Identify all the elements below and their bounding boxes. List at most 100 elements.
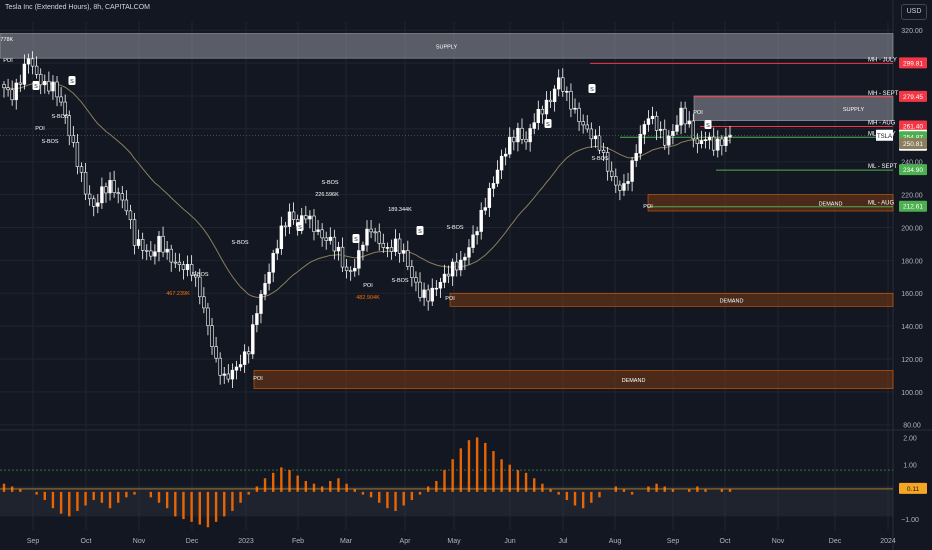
candle-body <box>699 140 704 144</box>
candle-body <box>430 287 434 302</box>
osc-bar <box>565 491 569 501</box>
supply-zone <box>693 95 894 121</box>
level-label: MH - AUG <box>868 121 896 127</box>
candle-body <box>112 180 116 193</box>
candle-body <box>426 289 430 302</box>
candle-body <box>181 264 186 270</box>
osc-bar <box>76 491 79 511</box>
osc-bar <box>157 491 161 503</box>
x-tick-label: Jul <box>559 538 568 545</box>
candle-body <box>402 250 406 254</box>
osc-bar <box>451 459 454 492</box>
candle-body <box>43 81 47 86</box>
annotation-label: S-BOS <box>446 225 463 231</box>
annotation-label: POI <box>693 110 703 116</box>
candle-body <box>100 186 104 204</box>
y-tick-label: 200.00 <box>901 225 923 232</box>
candle-body <box>663 128 667 146</box>
annotation-label: S <box>706 123 710 129</box>
candle-body <box>561 77 565 92</box>
candle-body <box>630 160 634 182</box>
candle-body <box>622 183 626 191</box>
osc-bar <box>231 491 234 511</box>
candle-body <box>442 273 447 283</box>
candle-body <box>406 250 410 267</box>
annotation-label: S-BOS <box>591 156 608 162</box>
osc-bar <box>239 491 242 503</box>
candle-body <box>26 58 31 65</box>
price-label: 261.40 <box>903 124 923 131</box>
candle-body <box>328 236 332 241</box>
candle-body <box>450 261 455 277</box>
candle-body <box>287 211 292 227</box>
annotation-label: 467.239K <box>166 291 190 297</box>
osc-bar <box>459 448 463 492</box>
osc-bar <box>214 491 218 522</box>
candle-body <box>320 229 324 239</box>
osc-bar <box>345 483 348 492</box>
annotation-label: S-BOS <box>51 114 68 120</box>
osc-bar <box>557 491 560 495</box>
annotation-label: POI <box>253 376 263 382</box>
osc-bar <box>223 491 226 517</box>
osc-bar <box>720 489 724 492</box>
structure-marker-bg <box>544 119 552 128</box>
demand-zone-label: DEMAND <box>819 201 843 207</box>
candle-body <box>381 243 386 248</box>
osc-y-tick-label: 1.00 <box>903 463 917 470</box>
candle-body <box>96 202 100 207</box>
osc-bar <box>630 491 634 495</box>
candle-body <box>132 219 137 246</box>
candle-body <box>389 247 394 252</box>
level-label: MH - SEPT <box>868 91 899 97</box>
candle-body <box>263 283 267 295</box>
annotation-label: S <box>298 225 302 231</box>
osc-bar <box>206 491 210 528</box>
candle-body <box>361 244 365 251</box>
y-tick-label: 160.00 <box>901 291 923 298</box>
candle-body <box>418 281 422 298</box>
x-tick-label: Sep <box>667 538 680 545</box>
price-label-bg <box>899 120 927 132</box>
candle-body <box>638 134 642 154</box>
osc-bar <box>92 491 95 501</box>
candle-body <box>169 248 173 263</box>
osc-bar <box>43 491 46 501</box>
annotation-label: POI <box>445 296 455 302</box>
candle-body <box>149 250 153 257</box>
annotation-label: S <box>546 122 550 128</box>
candle-body <box>720 138 724 146</box>
symbol-tag-bg <box>876 129 893 141</box>
candle-body <box>524 138 528 143</box>
candle-body <box>724 136 728 146</box>
structure-marker-bg <box>588 84 596 93</box>
osc-bar <box>435 481 438 492</box>
candle-body <box>22 63 27 85</box>
candle-body <box>516 127 520 143</box>
osc-bar <box>35 491 38 495</box>
candle-body <box>467 247 471 258</box>
candle-body <box>675 124 679 132</box>
x-tick-label: 2023 <box>238 538 254 545</box>
annotation-label: S <box>34 84 38 90</box>
candle-body <box>691 120 695 140</box>
x-tick-label: Dec <box>186 538 199 545</box>
annotation-label: POI <box>35 126 45 132</box>
candle-body <box>2 84 6 89</box>
candle-body <box>283 225 288 228</box>
candle-body <box>271 252 275 273</box>
candle-body <box>251 324 255 355</box>
candle-body <box>353 267 357 272</box>
candle-body <box>520 127 524 140</box>
osc-bar <box>655 483 658 492</box>
candle-body <box>597 135 602 151</box>
currency-button[interactable]: USD <box>901 4 927 20</box>
candle-body <box>528 128 532 143</box>
candle-body <box>475 231 479 236</box>
candle-body <box>703 139 708 141</box>
osc-bar <box>190 491 193 522</box>
annotation-label: S-BOS <box>231 240 248 246</box>
annotation-label: S <box>354 237 358 243</box>
candle-body <box>365 228 369 246</box>
